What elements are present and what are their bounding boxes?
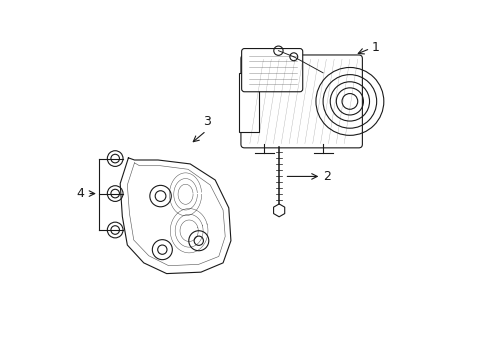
Text: 3: 3 <box>203 115 210 128</box>
Polygon shape <box>120 158 230 274</box>
Text: 4: 4 <box>77 187 84 200</box>
FancyBboxPatch shape <box>241 55 362 148</box>
Text: 1: 1 <box>370 41 378 54</box>
Text: 2: 2 <box>323 170 330 183</box>
Bar <box>239 73 258 132</box>
FancyBboxPatch shape <box>241 49 302 92</box>
